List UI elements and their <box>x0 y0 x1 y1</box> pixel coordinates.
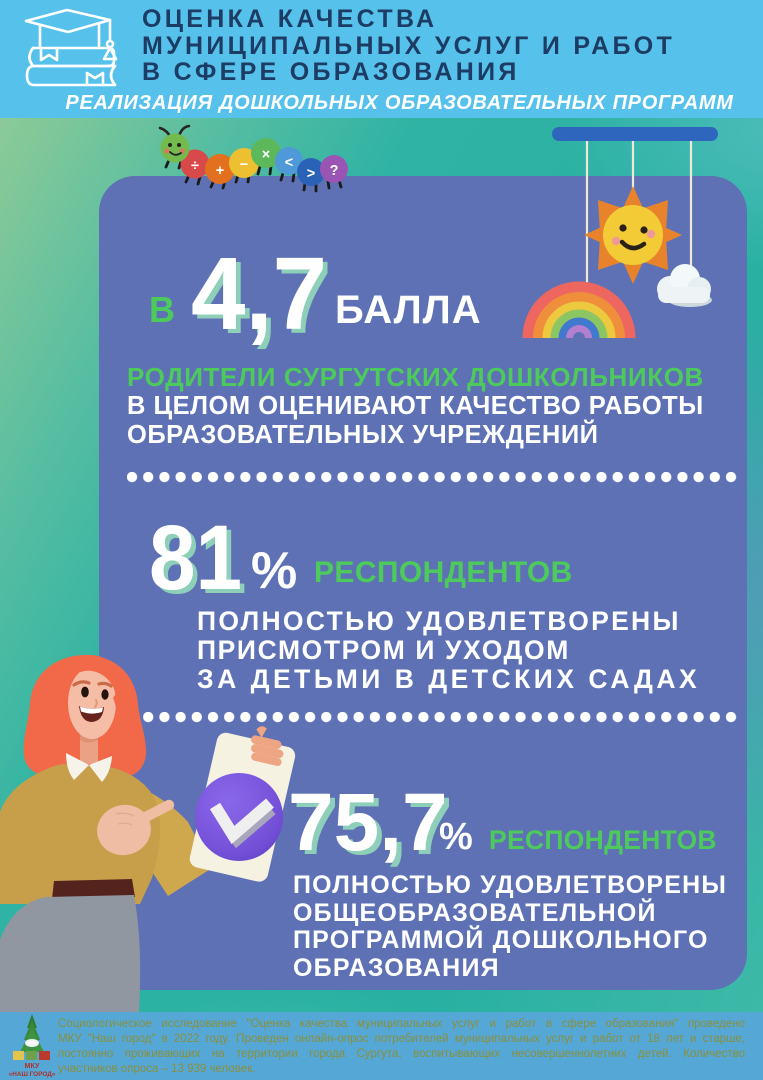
svg-text:×: × <box>262 147 270 163</box>
svg-text:<: < <box>285 155 293 171</box>
svg-text:>: > <box>307 166 315 182</box>
svg-text:?: ? <box>330 163 339 179</box>
svg-text:МКУ: МКУ <box>25 1063 40 1070</box>
svg-text:«НАШ ГОРОД»: «НАШ ГОРОД» <box>9 1071 56 1078</box>
svg-text:÷: ÷ <box>191 158 199 174</box>
svg-text:−: − <box>240 157 248 173</box>
svg-text:+: + <box>216 163 224 179</box>
